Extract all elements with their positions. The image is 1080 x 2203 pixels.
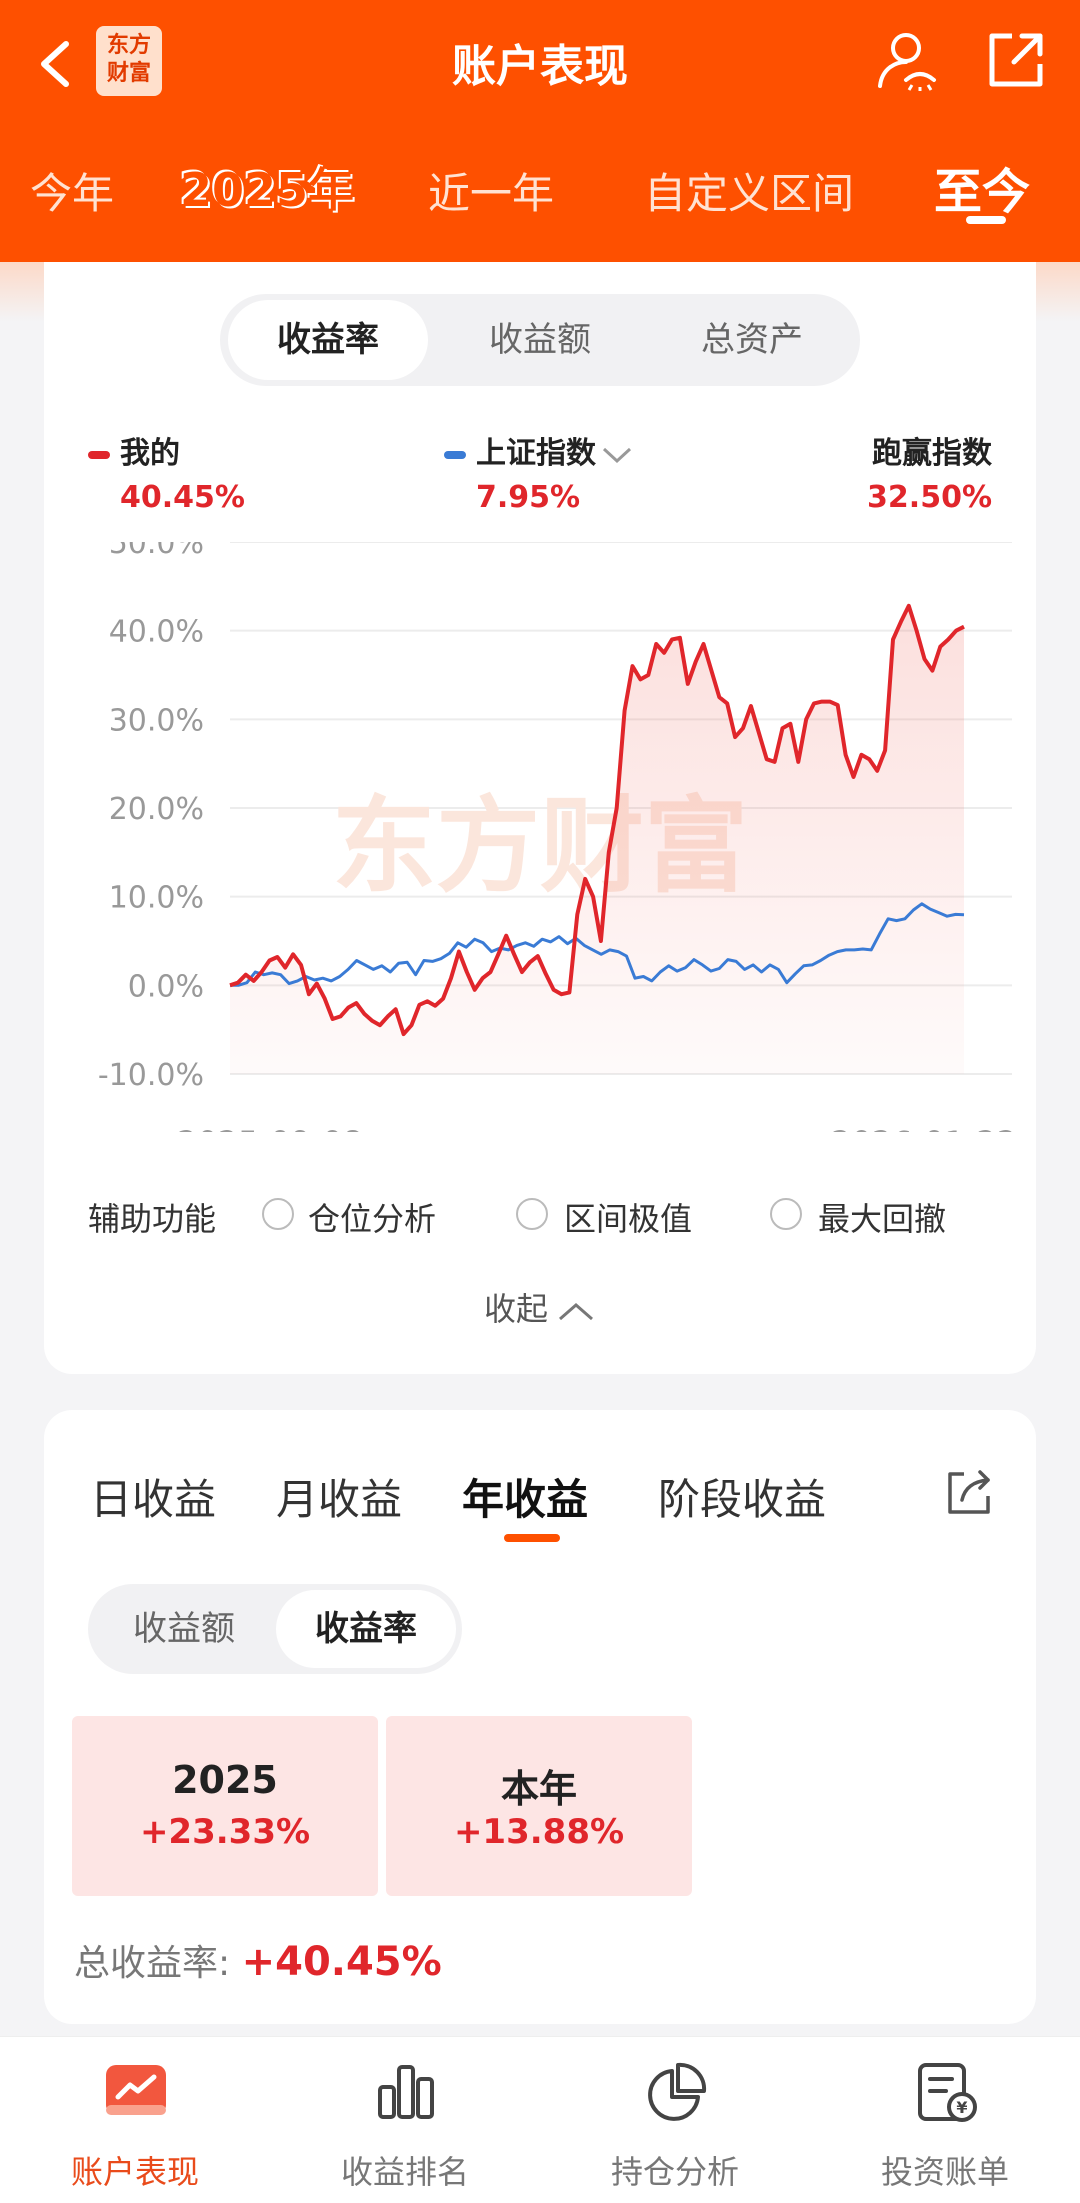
segment2-rate[interactable]: 收益率 xyxy=(276,1590,456,1668)
header: 东方 财富 账户表现 今年 2025年 近一年 自定义区间 至今 xyxy=(0,0,1080,262)
y-tick-label: 50.0% xyxy=(109,542,204,561)
y-tick-label: 30.0% xyxy=(109,703,204,738)
y-tick-label: 0.0% xyxy=(128,969,204,1004)
total-return: 总收益率: +40.45% xyxy=(74,1939,442,1985)
radio-interval-extremes[interactable] xyxy=(516,1198,548,1230)
segment-return-rate[interactable]: 收益率 xyxy=(228,300,428,380)
tab-monthly-returns[interactable]: 月收益 xyxy=(276,1475,403,1524)
legend-index[interactable]: 上证指数 xyxy=(444,428,634,472)
export-icon[interactable] xyxy=(944,1466,994,1516)
bar-chart-icon xyxy=(378,2065,434,2119)
tab-period-returns[interactable]: 阶段收益 xyxy=(658,1475,827,1524)
year-return-card[interactable]: 2025 +23.33% xyxy=(72,1716,378,1896)
legend-mine: 我的 xyxy=(88,428,180,472)
chevron-up-icon xyxy=(559,1303,593,1321)
x-tick-label: 2026-01-22 xyxy=(831,1124,1017,1132)
year-return-label: 本年 xyxy=(500,1767,577,1811)
legend-mine-value: 40.45% xyxy=(120,480,245,515)
series-line-mine xyxy=(229,603,965,1037)
series-line-index xyxy=(230,902,965,987)
series-area-mine xyxy=(230,605,964,1074)
user-eye-icon[interactable] xyxy=(876,30,938,92)
nav-item-investment-bill[interactable]: ¥ 投资账单 xyxy=(810,2037,1080,2203)
return-line-chart[interactable]: 50.0%40.0%30.0%20.0%10.0%0.0%-10.0%东方财富2… xyxy=(44,542,1036,1132)
segment2-amount[interactable]: 收益额 xyxy=(133,1609,235,1649)
nav-item-holdings-analysis[interactable]: 持仓分析 xyxy=(540,2037,810,2203)
nav-item-return-ranking[interactable]: 收益排名 xyxy=(270,2037,540,2203)
chevron-down-icon xyxy=(602,447,632,463)
legend-mine-swatch xyxy=(88,450,110,459)
metric-segment: 收益率 收益额 总资产 xyxy=(220,294,860,386)
share-icon[interactable] xyxy=(986,30,1046,90)
radio-position-analysis[interactable] xyxy=(262,1198,294,1230)
segment-return-amount[interactable]: 收益额 xyxy=(489,320,591,360)
trend-chart-icon xyxy=(106,2065,166,2115)
aux-label: 辅助功能 xyxy=(88,1200,217,1238)
back-arrow-icon[interactable] xyxy=(36,40,76,88)
period-tab-indicator xyxy=(966,216,1006,224)
svg-text:¥: ¥ xyxy=(956,2098,967,2117)
legend-index-value: 7.95% xyxy=(476,480,581,515)
legend-beat-index: 跑赢指数 xyxy=(872,436,992,471)
legend-index-swatch xyxy=(444,450,466,459)
collapse-button[interactable]: 收起 xyxy=(44,1284,1036,1330)
radio-max-drawdown[interactable] xyxy=(770,1198,802,1230)
year-return-card[interactable]: 本年 +13.88% xyxy=(386,1716,692,1896)
performance-card: 收益率 收益额 总资产 我的 40.45% 上证指数 7.95% 跑赢指数 32… xyxy=(44,262,1036,1374)
y-tick-label: -10.0% xyxy=(98,1058,204,1093)
returns-tab-indicator xyxy=(504,1534,560,1542)
aux-option-position[interactable]: 仓位分析 xyxy=(308,1200,437,1238)
period-tab-2025[interactable]: 2025年 xyxy=(180,163,355,217)
tab-daily-returns[interactable]: 日收益 xyxy=(90,1475,217,1524)
period-tab-custom[interactable]: 自定义区间 xyxy=(644,169,855,218)
pie-chart-icon xyxy=(648,2062,707,2121)
y-tick-label: 40.0% xyxy=(109,615,204,650)
aux-option-extremes[interactable]: 区间极值 xyxy=(564,1200,693,1238)
year-return-label: 2025 xyxy=(172,1758,278,1802)
aux-option-drawdown[interactable]: 最大回撤 xyxy=(818,1200,947,1238)
year-return-value: +23.33% xyxy=(139,1812,311,1852)
bottom-nav: 账户表现 收益排名 持仓分析 ¥ 投资账单 xyxy=(0,2036,1080,2203)
period-tab-all-time[interactable]: 至今 xyxy=(934,164,1031,220)
returns-segment: 收益额 收益率 xyxy=(88,1584,462,1674)
nav-item-account-performance[interactable]: 账户表现 xyxy=(0,2037,270,2203)
page-title: 账户表现 xyxy=(452,41,628,92)
year-return-value: +13.88% xyxy=(453,1812,625,1852)
y-tick-label: 20.0% xyxy=(109,792,204,827)
app-logo: 东方 财富 xyxy=(96,26,162,96)
period-tabs: 今年 2025年 近一年 自定义区间 至今 xyxy=(0,148,1080,228)
segment-total-assets[interactable]: 总资产 xyxy=(701,320,803,360)
y-tick-label: 10.0% xyxy=(109,881,204,916)
total-return-value: +40.45% xyxy=(241,1939,442,1985)
period-tab-last-year[interactable]: 近一年 xyxy=(428,169,555,218)
tab-yearly-returns[interactable]: 年收益 xyxy=(462,1475,589,1524)
period-tab-this-year[interactable]: 今年 xyxy=(30,169,115,218)
bill-icon: ¥ xyxy=(918,2063,977,2122)
legend-beat-index-value: 32.50% xyxy=(867,480,992,515)
returns-card: 日收益 月收益 年收益 阶段收益 收益额 收益率 2025 +23.33% 本年… xyxy=(44,1410,1036,2024)
x-tick-label: 2025-09-08 xyxy=(177,1124,363,1132)
